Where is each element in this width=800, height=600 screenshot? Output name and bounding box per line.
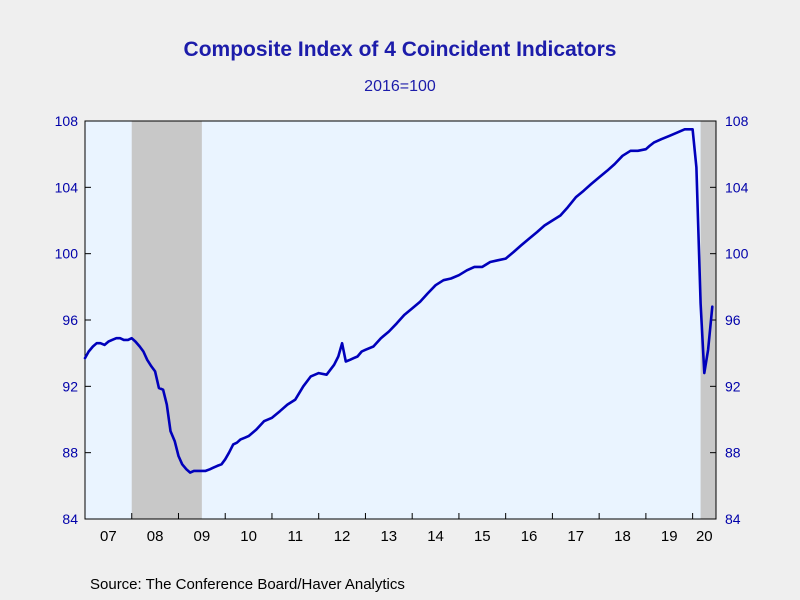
x-tick-label: 16 bbox=[521, 528, 538, 545]
x-tick-label: 11 bbox=[288, 528, 304, 545]
x-tick-label: 07 bbox=[100, 528, 117, 545]
y-tick-label-right: 96 bbox=[725, 312, 741, 328]
x-tick-label: 13 bbox=[380, 528, 397, 545]
y-tick-label-right: 100 bbox=[725, 246, 749, 262]
x-tick-label: 20 bbox=[696, 528, 713, 545]
y-tick-label-left: 108 bbox=[55, 113, 79, 129]
x-tick-label: 19 bbox=[661, 528, 678, 545]
y-tick-label-right: 84 bbox=[725, 511, 741, 527]
series-line bbox=[83, 128, 714, 474]
x-tick-label: 12 bbox=[334, 528, 351, 545]
x-tick-label: 10 bbox=[240, 528, 257, 545]
y-tick-label-right: 92 bbox=[725, 378, 741, 394]
chart-title: Composite Index of 4 Coincident Indicato… bbox=[183, 38, 617, 61]
source-note: Source: The Conference Board/Haver Analy… bbox=[90, 576, 405, 593]
y-tick-label-right: 104 bbox=[725, 179, 749, 195]
y-tick-label-right: 88 bbox=[725, 445, 741, 461]
y-tick-label-left: 84 bbox=[62, 511, 78, 527]
x-tick-label: 15 bbox=[474, 528, 491, 545]
y-tick-label-left: 100 bbox=[55, 246, 79, 262]
x-tick-label: 09 bbox=[194, 528, 211, 545]
x-tick-label: 17 bbox=[567, 528, 584, 545]
y-tick-label-left: 104 bbox=[55, 179, 79, 195]
y-tick-label-left: 88 bbox=[62, 445, 78, 461]
chart-subtitle: 2016=100 bbox=[364, 78, 436, 95]
y-tick-label-left: 92 bbox=[62, 378, 78, 394]
y-tick-label-left: 96 bbox=[62, 312, 78, 328]
y-tick-label-right: 108 bbox=[725, 113, 749, 129]
x-tick-label: 08 bbox=[147, 528, 164, 545]
recession-band bbox=[700, 121, 716, 519]
recession-band bbox=[131, 121, 202, 519]
x-tick-label: 14 bbox=[427, 528, 444, 545]
x-tick-label: 18 bbox=[614, 528, 631, 545]
